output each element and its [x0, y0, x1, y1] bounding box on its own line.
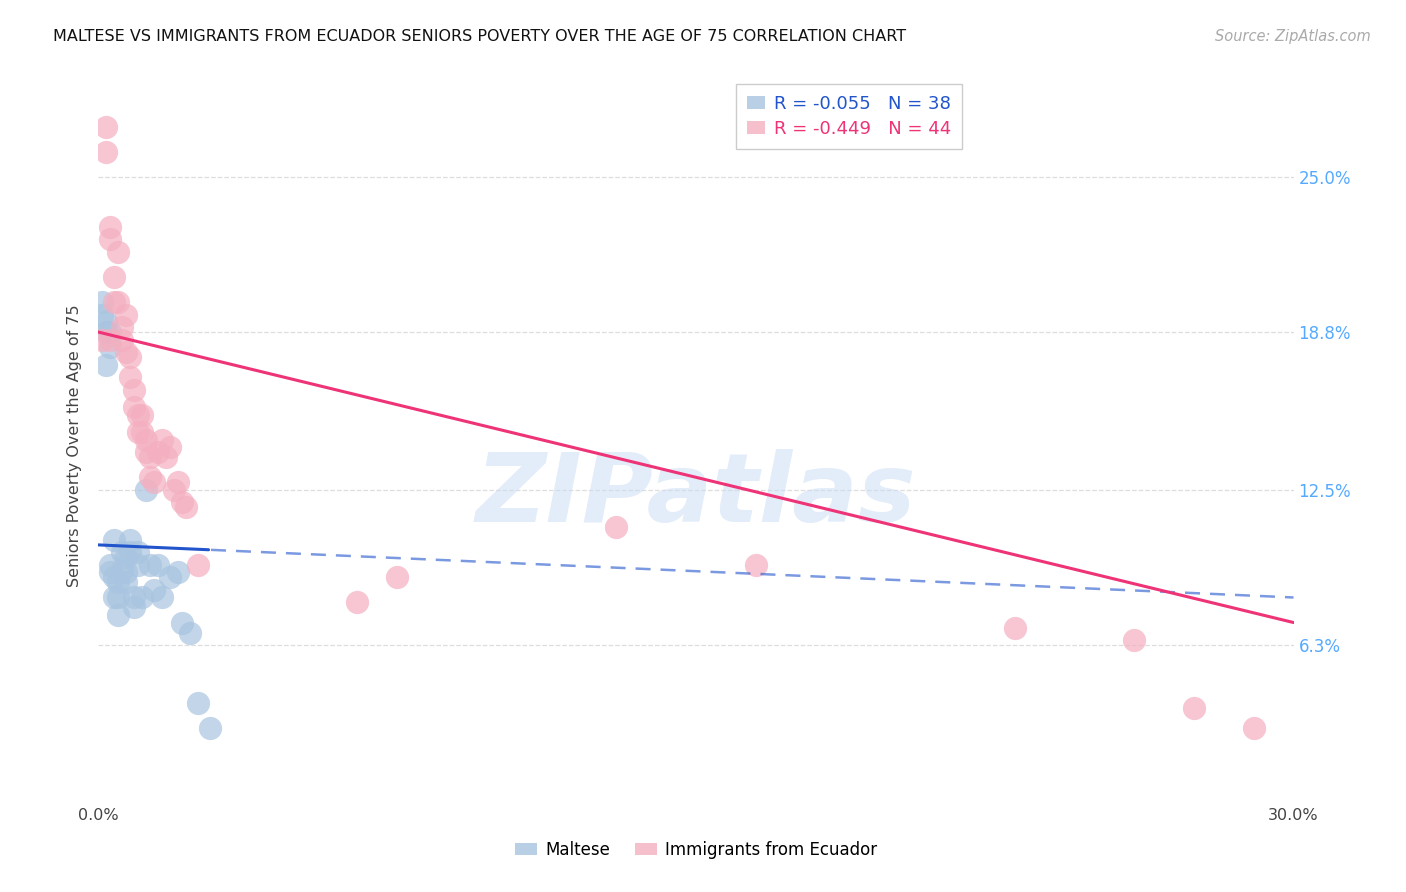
Point — [103, 270, 125, 285]
Point — [131, 408, 153, 422]
Point — [127, 545, 149, 559]
Point — [96, 145, 118, 159]
Point — [115, 575, 138, 590]
Point — [107, 591, 129, 605]
Point — [127, 425, 149, 440]
Point — [167, 475, 190, 490]
Point — [139, 470, 162, 484]
Point — [103, 533, 125, 547]
Point — [135, 483, 157, 497]
Point — [107, 575, 129, 590]
Point — [91, 308, 114, 322]
Point — [111, 563, 134, 577]
Point — [120, 370, 142, 384]
Point — [111, 333, 134, 347]
Point — [98, 325, 122, 339]
Point — [198, 721, 221, 735]
Point — [131, 591, 153, 605]
Point — [745, 558, 768, 572]
Point — [107, 244, 129, 259]
Point — [135, 445, 157, 459]
Point — [1004, 621, 1026, 635]
Point — [143, 475, 166, 490]
Point — [124, 400, 146, 414]
Point — [127, 408, 149, 422]
Point — [103, 570, 125, 584]
Point — [98, 566, 122, 580]
Point — [131, 425, 153, 440]
Point — [107, 607, 129, 622]
Point — [135, 433, 157, 447]
Point — [172, 615, 194, 630]
Point — [150, 591, 173, 605]
Point — [159, 570, 181, 584]
Point — [385, 570, 409, 584]
Point — [163, 483, 186, 497]
Point — [91, 333, 114, 347]
Point — [1243, 721, 1265, 735]
Point — [148, 558, 170, 572]
Point — [187, 558, 209, 572]
Point — [172, 495, 194, 509]
Point — [155, 450, 177, 465]
Point — [120, 350, 142, 364]
Point — [174, 500, 197, 515]
Point — [98, 219, 122, 234]
Point — [120, 533, 142, 547]
Point — [98, 232, 122, 246]
Point — [91, 295, 114, 310]
Point — [1182, 700, 1205, 714]
Point — [98, 333, 122, 347]
Point — [111, 320, 134, 334]
Point — [179, 625, 201, 640]
Point — [103, 295, 125, 310]
Text: MALTESE VS IMMIGRANTS FROM ECUADOR SENIORS POVERTY OVER THE AGE OF 75 CORRELATIO: MALTESE VS IMMIGRANTS FROM ECUADOR SENIO… — [53, 29, 907, 44]
Point — [107, 295, 129, 310]
Point — [148, 445, 170, 459]
Legend: Maltese, Immigrants from Ecuador: Maltese, Immigrants from Ecuador — [509, 835, 883, 866]
Text: ZIPatlas: ZIPatlas — [475, 450, 917, 542]
Point — [96, 120, 118, 134]
Point — [96, 358, 118, 372]
Point — [103, 591, 125, 605]
Point — [98, 558, 122, 572]
Point — [127, 558, 149, 572]
Y-axis label: Seniors Poverty Over the Age of 75: Seniors Poverty Over the Age of 75 — [67, 305, 83, 587]
Text: Source: ZipAtlas.com: Source: ZipAtlas.com — [1215, 29, 1371, 44]
Point — [605, 520, 627, 534]
Point — [159, 440, 181, 454]
Point — [1123, 633, 1146, 648]
Point — [115, 550, 138, 565]
Point — [139, 558, 162, 572]
Point — [96, 325, 118, 339]
Point — [96, 315, 118, 329]
Point — [124, 383, 146, 397]
Point — [115, 345, 138, 359]
Point — [124, 600, 146, 615]
Point — [120, 545, 142, 559]
Point — [98, 340, 122, 354]
Point — [150, 433, 173, 447]
Point — [115, 566, 138, 580]
Point — [124, 591, 146, 605]
Point — [115, 308, 138, 322]
Point — [167, 566, 190, 580]
Point — [143, 582, 166, 597]
Point — [111, 545, 134, 559]
Point — [187, 696, 209, 710]
Point — [139, 450, 162, 465]
Point — [346, 595, 368, 609]
